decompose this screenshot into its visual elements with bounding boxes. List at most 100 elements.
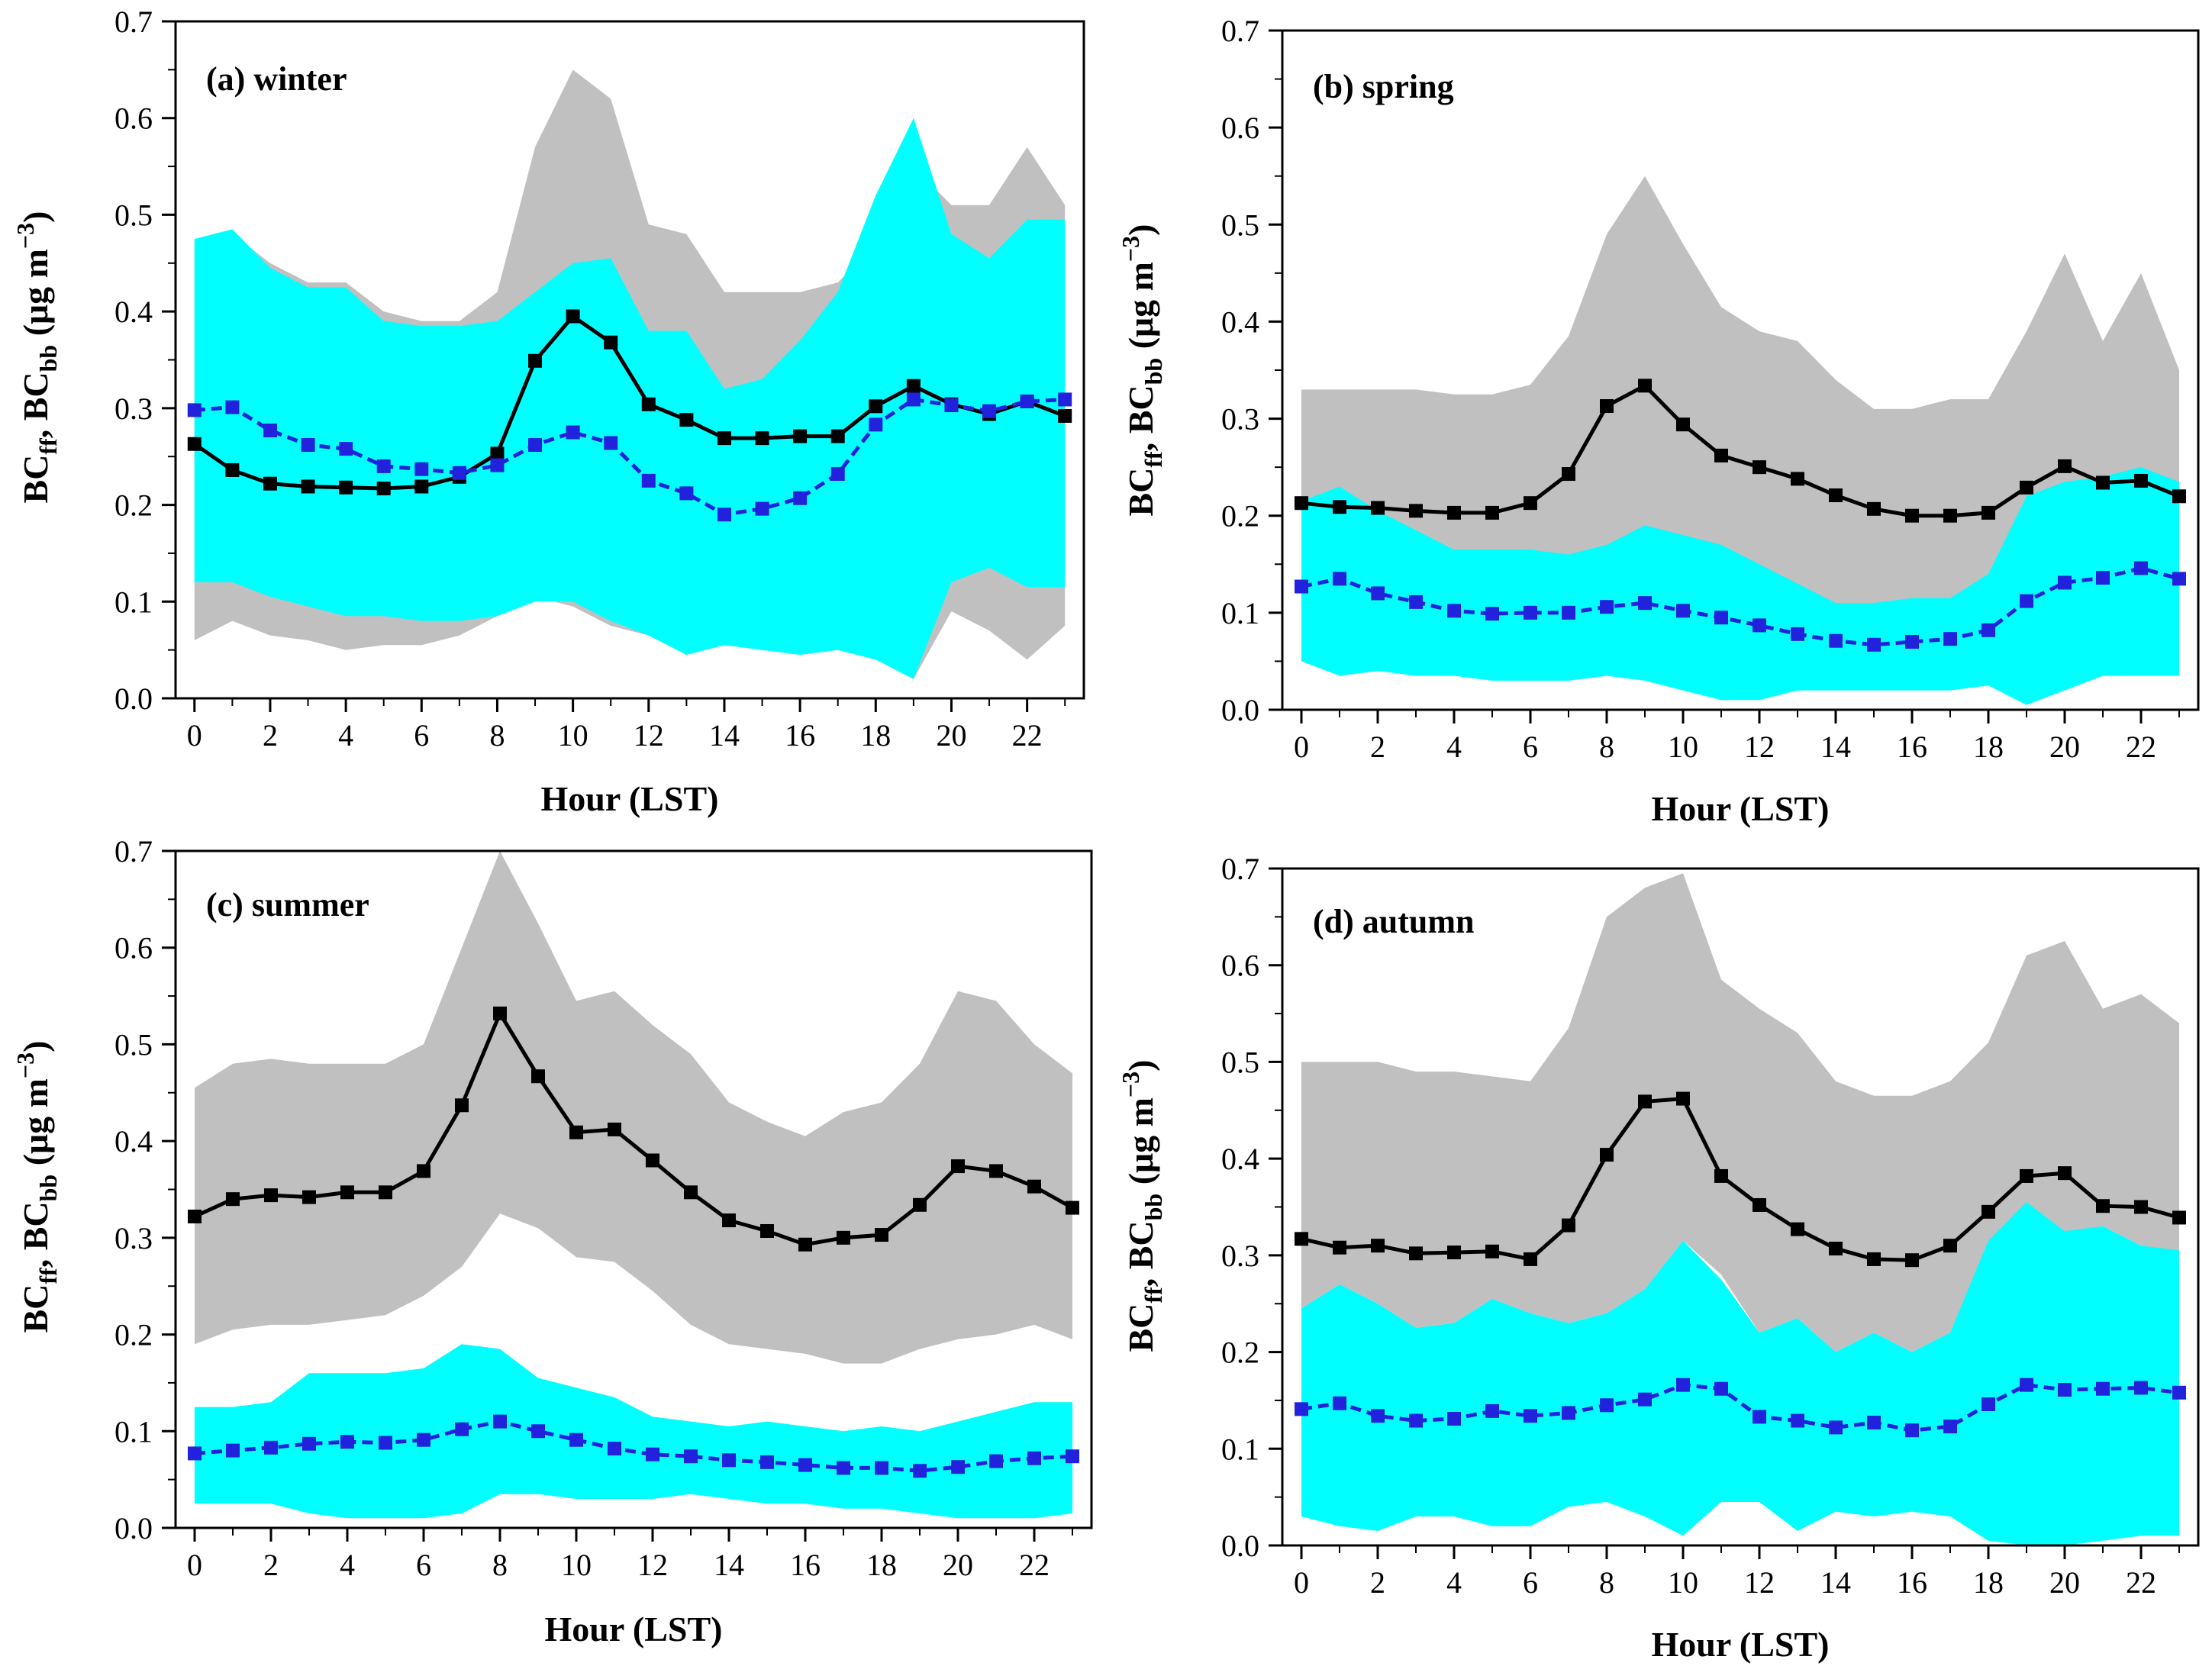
y-axis-label-part: −3 — [1117, 236, 1144, 262]
x-tick-label: 8 — [1599, 730, 1614, 764]
y-tick-label: 0.4 — [1221, 1142, 1259, 1176]
bcff-marker — [339, 480, 353, 495]
bcff-marker — [1600, 399, 1614, 414]
y-tick-label: 0.1 — [114, 585, 153, 619]
chart-panel-1: 0 2 4 6 8 10 12 14 16 18 20 22 0.0 0.1 0.2 0.3 0.4 0.5 0.6… — [1117, 14, 2200, 828]
y-tick-label: 0.2 — [1221, 1336, 1259, 1370]
bcbb-marker — [1981, 1397, 1995, 1411]
y-axis-label-part: ff — [1140, 1287, 1167, 1304]
bcff-marker — [1791, 472, 1804, 486]
bcff-marker — [1027, 1179, 1041, 1194]
bcbb-marker — [264, 1440, 278, 1455]
bcff-marker — [869, 399, 883, 414]
y-tick-label: 0.2 — [1221, 499, 1259, 533]
bcff-marker — [830, 429, 845, 443]
y-tick-label: 0.3 — [1221, 1239, 1259, 1273]
bcff-marker — [604, 335, 618, 350]
bcbb-marker — [906, 392, 921, 407]
bcbb-marker — [1676, 1378, 1690, 1392]
bcff-marker — [2172, 1210, 2186, 1225]
bcff-marker — [1562, 1218, 1575, 1233]
bcbb-marker — [684, 1449, 698, 1464]
bcff-marker — [301, 479, 315, 494]
bcbb-marker — [1600, 1398, 1614, 1413]
y-axis-label-part: , BC — [1121, 385, 1160, 451]
y-axis-label-part: (μg m — [16, 1078, 55, 1175]
y-tick-label: 0.0 — [114, 1511, 153, 1545]
bcff-marker — [490, 446, 505, 461]
x-tick-label: 12 — [637, 1548, 668, 1582]
x-tick-label: 12 — [634, 718, 664, 752]
bcff-marker — [2134, 473, 2148, 488]
bcff-marker — [1562, 467, 1575, 482]
y-axis-label-part: ff — [34, 438, 62, 455]
bcbb-marker — [1676, 604, 1690, 618]
bcbb-marker — [2058, 575, 2072, 590]
x-tick-label: 10 — [1668, 1565, 1698, 1600]
bcff-marker — [1905, 1253, 1919, 1268]
bcbb-marker — [989, 1454, 1003, 1468]
x-tick-label: 6 — [416, 1548, 431, 1582]
x-tick-label: 22 — [2126, 1565, 2156, 1600]
bcff-marker — [793, 429, 808, 443]
x-tick-label: 2 — [1370, 1565, 1385, 1600]
bcbb-marker — [1485, 607, 1499, 621]
y-axis-label-part: BC — [16, 455, 55, 504]
bcbb-marker — [1562, 1406, 1575, 1420]
x-tick-label: 16 — [1897, 730, 1927, 764]
bcbb-range-band — [1301, 467, 2179, 705]
bcbb-marker — [566, 425, 580, 440]
bcbb-marker — [869, 417, 883, 432]
x-tick-label: 18 — [866, 1548, 897, 1582]
bcff-marker — [1981, 1204, 1995, 1219]
bcbb-marker — [1829, 1420, 1843, 1435]
y-axis-label-part: −3 — [11, 223, 39, 249]
bcff-marker — [1753, 1197, 1766, 1212]
bcbb-marker — [528, 438, 543, 453]
bcbb-marker — [2058, 1382, 2072, 1397]
bcff-marker — [1791, 1222, 1804, 1236]
bcff-marker — [1447, 1246, 1461, 1260]
y-tick-label: 0.7 — [114, 834, 153, 869]
bcbb-marker — [569, 1432, 583, 1447]
bcbb-marker — [760, 1455, 774, 1469]
bcbb-marker — [1027, 1451, 1041, 1465]
y-axis-label-part: ) — [1121, 1060, 1160, 1072]
x-tick-label: 0 — [1294, 1565, 1309, 1600]
bcff-marker — [1333, 500, 1346, 514]
bcff-marker — [2020, 1168, 2033, 1183]
bcff-marker — [263, 476, 277, 491]
bcff-marker — [1485, 1244, 1499, 1258]
y-tick-label: 0.4 — [1221, 305, 1259, 339]
bcff-marker — [717, 431, 731, 446]
y-axis-label-part: , BC — [16, 1201, 55, 1268]
x-axis-label: Hour (LST) — [1651, 789, 1829, 828]
panel-title: (c) summer — [206, 886, 369, 923]
bcbb-marker — [830, 467, 845, 482]
y-tick-label: 0.0 — [1221, 693, 1259, 727]
x-tick-label: 10 — [561, 1548, 592, 1582]
bcbb-marker — [1753, 1410, 1766, 1424]
x-tick-label: 4 — [1446, 1565, 1462, 1600]
x-tick-label: 6 — [1523, 730, 1538, 764]
bcbb-marker — [1753, 618, 1766, 633]
y-tick-label: 0.6 — [1221, 111, 1259, 145]
bcbb-marker — [1524, 605, 1537, 620]
y-tick-label: 0.1 — [1221, 596, 1259, 630]
y-axis-label-part: ff — [34, 1268, 62, 1284]
bcff-marker — [1371, 501, 1385, 515]
x-tick-label: 6 — [1523, 1565, 1538, 1600]
y-tick-label: 0.6 — [114, 102, 153, 136]
bcff-marker — [1829, 488, 1843, 503]
bcbb-marker — [1333, 572, 1346, 586]
y-axis-label: BCff, BCbb (μg m−3) — [11, 1041, 62, 1333]
x-axis-label: Hour (LST) — [540, 779, 718, 818]
y-axis-label-part: bb — [1140, 358, 1167, 385]
bcff-marker — [875, 1228, 888, 1242]
y-axis-label-part: ) — [1121, 224, 1160, 236]
x-axis-label: Hour (LST) — [1651, 1625, 1829, 1664]
bcbb-marker — [1524, 1409, 1537, 1423]
y-tick-label: 0.2 — [114, 488, 153, 523]
bcbb-marker — [1867, 637, 1881, 652]
x-axis-label: Hour (LST) — [544, 1610, 722, 1648]
